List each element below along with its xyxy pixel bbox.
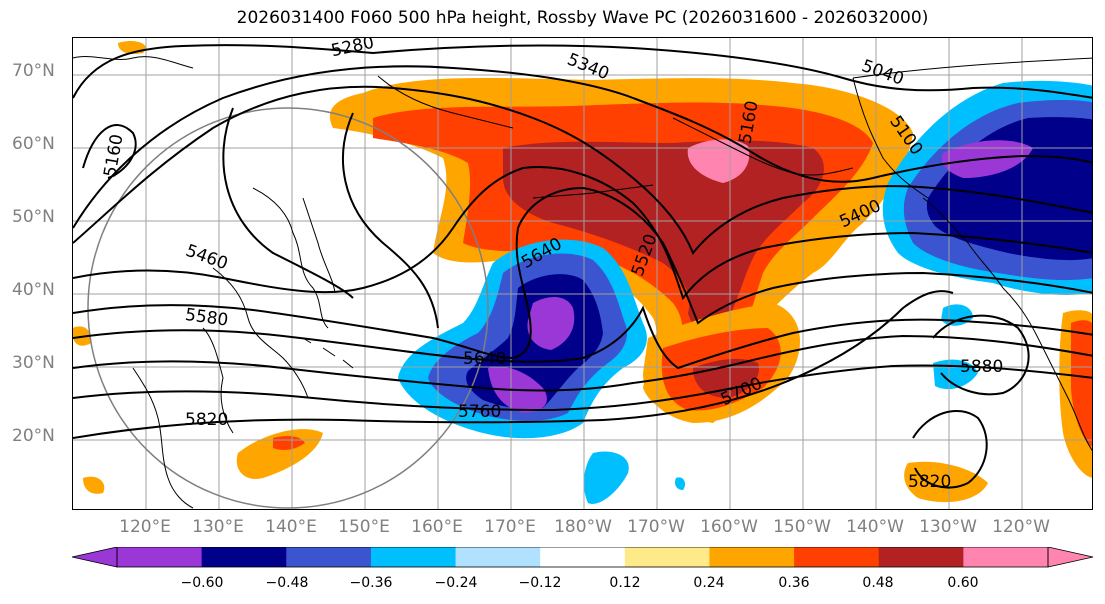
colorbar-segment bbox=[624, 547, 710, 567]
lat-label-60n: 60°N bbox=[12, 134, 55, 154]
colorbar-tick: −0.48 bbox=[265, 575, 309, 591]
colorbar-segment bbox=[117, 547, 203, 567]
colorbar-tick: 0.24 bbox=[693, 575, 725, 591]
contour-label: 5640 bbox=[463, 349, 506, 369]
colorbar-tick: −0.60 bbox=[180, 575, 224, 591]
positive-anomaly-peak bbox=[687, 139, 750, 183]
colorbar-segment bbox=[709, 547, 795, 567]
contour-label: 5820 bbox=[908, 472, 951, 492]
colorbar bbox=[71, 547, 1094, 568]
colorbar-segment bbox=[370, 547, 457, 567]
map-canvas: 5280 5340 5040 5160 5100 5160 5400 5460 … bbox=[73, 38, 1092, 509]
height-contours bbox=[73, 44, 1092, 489]
colorbar-segment bbox=[201, 547, 287, 567]
contour-label: 5340 bbox=[564, 50, 612, 85]
colorbar-high-extension bbox=[1047, 547, 1094, 568]
lon-label-130e: 130°E bbox=[192, 517, 244, 537]
colorbar-segment bbox=[794, 547, 880, 567]
contour-label: 5760 bbox=[458, 402, 501, 422]
contour-label: 5160 bbox=[100, 133, 127, 179]
lon-label-130w: 130°W bbox=[919, 517, 977, 537]
contour-label: 5280 bbox=[329, 38, 375, 61]
colorbar-segment bbox=[455, 547, 541, 567]
colorbar-segment bbox=[878, 547, 964, 567]
shaded-anomalies bbox=[73, 41, 1092, 504]
graticule bbox=[73, 38, 1092, 509]
lon-label-180w: 180°W bbox=[554, 517, 612, 537]
lon-label-170e: 170°E bbox=[484, 517, 536, 537]
lat-label-20n: 20°N bbox=[12, 426, 55, 446]
lon-label-120e: 120°E bbox=[119, 517, 171, 537]
lat-label-30n: 30°N bbox=[12, 353, 55, 373]
lon-label-140w: 140°W bbox=[846, 517, 904, 537]
colorbar-segments bbox=[117, 547, 1049, 567]
colorbar-segment bbox=[540, 547, 626, 567]
lon-label-150w: 150°W bbox=[773, 517, 831, 537]
lat-label-40n: 40°N bbox=[12, 280, 55, 300]
range-circle bbox=[87, 107, 489, 509]
contour-label: 5820 bbox=[185, 410, 228, 430]
colorbar-tick: 0.12 bbox=[609, 575, 641, 591]
colorbar-tick: −0.12 bbox=[518, 575, 562, 591]
lat-label-70n: 70°N bbox=[12, 61, 55, 81]
lon-label-150e: 150°E bbox=[338, 517, 390, 537]
contour-label: 5580 bbox=[184, 305, 230, 331]
lon-label-160e: 160°E bbox=[411, 517, 463, 537]
colorbar-tick: −0.36 bbox=[349, 575, 393, 591]
colorbar-tick: 0.48 bbox=[862, 575, 894, 591]
colorbar-tick: 0.60 bbox=[947, 575, 979, 591]
contour-label: 5460 bbox=[183, 241, 230, 275]
lon-label-160w: 160°W bbox=[700, 517, 758, 537]
lon-label-120w: 120°W bbox=[992, 517, 1050, 537]
lon-label-170w: 170°W bbox=[627, 517, 685, 537]
colorbar-segment bbox=[963, 547, 1049, 567]
map-panel: 5280 5340 5040 5160 5100 5160 5400 5460 … bbox=[72, 37, 1093, 510]
colorbar-tick: 0.36 bbox=[778, 575, 810, 591]
colorbar-tick: −0.24 bbox=[434, 575, 478, 591]
contour-label: 5880 bbox=[960, 357, 1003, 377]
lat-label-50n: 50°N bbox=[12, 207, 55, 227]
map-title: 2026031400 F060 500 hPa height, Rossby W… bbox=[236, 8, 929, 28]
coastlines bbox=[73, 56, 1092, 509]
lon-label-140e: 140°E bbox=[265, 517, 317, 537]
colorbar-segment bbox=[286, 547, 372, 567]
colorbar-low-extension bbox=[71, 547, 118, 568]
